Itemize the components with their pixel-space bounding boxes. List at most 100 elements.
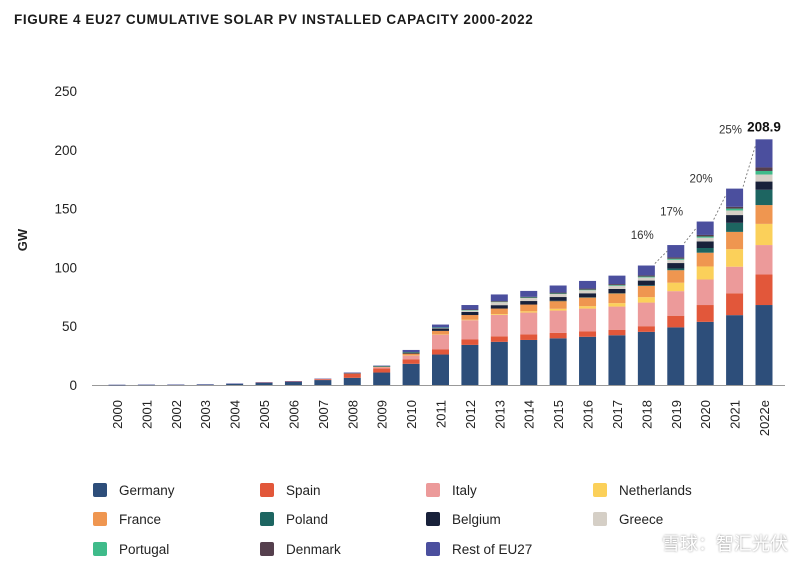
- legend-item-belgium: Belgium: [426, 511, 501, 527]
- bar-segment-spain: [608, 329, 626, 336]
- bar-segment-rest-of-eu27: [549, 285, 567, 293]
- x-tick-label: 2021: [728, 400, 743, 429]
- bar-segment-germany: [637, 331, 655, 385]
- legend-item-italy: Italy: [426, 482, 477, 498]
- bar-segment-poland: [696, 247, 714, 253]
- bar-segment-denmark: [637, 275, 655, 277]
- bar-segment-france: [490, 308, 508, 315]
- bar-segment-france: [696, 252, 714, 267]
- bar-segment-poland: [726, 222, 744, 232]
- bar-segment-italy: [696, 279, 714, 306]
- growth-dashed-line: [654, 250, 668, 264]
- bar-segment-denmark: [520, 296, 538, 298]
- bar-segment-spain: [579, 331, 597, 337]
- bar-segment-greece: [667, 259, 685, 264]
- legend-label: Portugal: [119, 541, 170, 557]
- legend-label: Belgium: [452, 511, 501, 527]
- x-tick-label: 2010: [404, 400, 419, 429]
- bar-segment-denmark: [490, 301, 508, 302]
- x-tick-label: 2003: [198, 400, 213, 429]
- bar-segment-spain: [343, 373, 361, 378]
- bar-segment-belgium: [402, 352, 420, 354]
- x-tick-label: 2000: [110, 400, 125, 429]
- bar-segment-netherlands: [755, 223, 773, 246]
- bar-segment-netherlands: [667, 282, 685, 292]
- x-tick-label: 2002: [169, 400, 184, 429]
- bar-segment-france: [726, 231, 744, 250]
- bar-segment-belgium: [637, 280, 655, 286]
- bar-segment-italy: [432, 334, 449, 350]
- bar-segment-italy: [755, 245, 773, 275]
- bar-segment-belgium: [520, 301, 538, 305]
- bar-segment-italy: [461, 320, 479, 340]
- growth-label: 17%: [660, 207, 683, 219]
- bar-segment-germany: [608, 335, 626, 385]
- legend-label: Germany: [119, 482, 175, 498]
- bar-segment-italy: [667, 291, 685, 316]
- x-tick-label: 2005: [257, 400, 272, 429]
- bar-segment-netherlands: [696, 266, 714, 280]
- bar-segment-spain: [637, 326, 655, 332]
- bar-segment-germany: [549, 338, 567, 385]
- bar-segment-netherlands: [549, 308, 567, 311]
- bar-segment-rest-of-eu27: [520, 290, 538, 297]
- bar-segment-germany: [490, 341, 508, 385]
- legend-label: Poland: [286, 511, 329, 527]
- bar-segment-greece: [490, 302, 508, 306]
- bar-segment-portugal: [755, 170, 773, 175]
- bar-segment-rest-of-eu27: [696, 221, 714, 235]
- growth-dashed-line: [713, 194, 727, 220]
- bar-segment-greece: [579, 290, 597, 294]
- bar-segment-france: [432, 330, 449, 335]
- bar-segment-netherlands: [520, 311, 538, 313]
- bar-segment-germany: [696, 321, 714, 385]
- bar-segment-greece: [726, 210, 744, 216]
- growth-label: 20%: [690, 174, 713, 186]
- bar-segment-france: [608, 293, 626, 304]
- bar-segment-spain: [696, 305, 714, 322]
- bar-segment-belgium: [667, 263, 685, 269]
- legend-swatch: [260, 512, 274, 526]
- bar-segment-netherlands: [726, 249, 744, 267]
- growth-dashed-line: [742, 145, 756, 187]
- bar-segment-netherlands: [608, 303, 626, 307]
- bar-segment-greece: [432, 327, 449, 329]
- bar-segment-belgium: [696, 241, 714, 248]
- legend-swatch: [260, 483, 274, 497]
- bar-segment-portugal: [696, 236, 714, 238]
- x-tick-label: 2019: [669, 400, 684, 429]
- bar-segment-rest-of-eu27: [608, 275, 626, 285]
- bar-segment-spain: [314, 379, 332, 381]
- bar-segment-rest-of-eu27: [637, 265, 655, 276]
- x-tick-label: 2008: [345, 400, 360, 429]
- bar-segment-denmark: [549, 292, 567, 294]
- bar-segment-germany: [373, 372, 391, 385]
- bar-segment-france: [402, 353, 420, 356]
- bar-segment-poland: [637, 285, 655, 286]
- bar-segment-netherlands: [579, 306, 597, 309]
- x-tick-label: 2013: [492, 400, 507, 429]
- bar-segment-italy: [579, 308, 597, 332]
- bar-segment-netherlands: [490, 314, 508, 315]
- x-tick-label: 2001: [139, 400, 154, 429]
- bar-segment-france: [549, 300, 567, 309]
- bar-segment-italy: [490, 314, 508, 337]
- bar-segment-germany: [726, 315, 744, 385]
- legend-swatch: [93, 542, 107, 556]
- bar-segment-belgium: [549, 297, 567, 301]
- bar-segment-germany: [520, 339, 538, 385]
- bar-segment-spain: [520, 334, 538, 340]
- legend-label: Rest of EU27: [452, 541, 533, 557]
- legend-label: Netherlands: [619, 482, 692, 498]
- bar-segment-rest-of-eu27: [402, 349, 420, 353]
- bar-segment-italy: [637, 302, 655, 327]
- bar-segment-italy: [373, 367, 391, 369]
- x-tick-label: 2016: [581, 400, 596, 429]
- bar-segment-spain: [667, 315, 685, 328]
- bar-segment-belgium: [726, 215, 744, 223]
- legend-label: Greece: [619, 511, 664, 527]
- bar-segment-portugal: [608, 285, 626, 286]
- bar-segment-france: [579, 297, 597, 307]
- legend-item-france: France: [93, 511, 161, 527]
